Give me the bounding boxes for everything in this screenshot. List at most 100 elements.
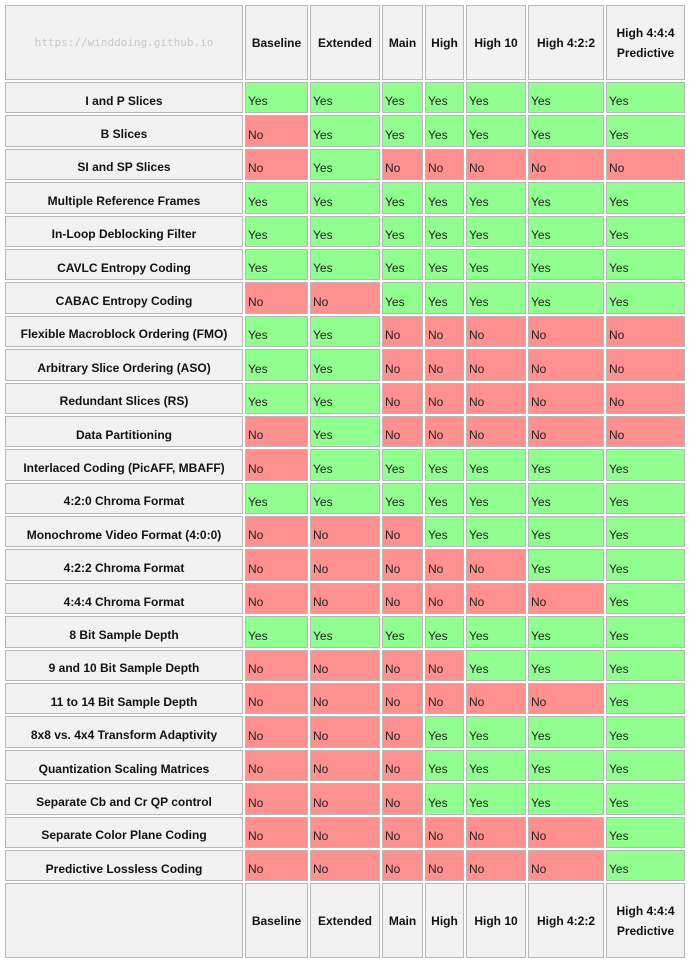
support-cell: Yes: [606, 248, 685, 281]
support-cell: No: [466, 349, 526, 381]
support-cell: Yes: [245, 182, 308, 214]
column-header: Baseline: [245, 883, 308, 959]
support-cell: Yes: [310, 382, 380, 414]
support-cell: Yes: [245, 349, 308, 381]
support-cell: Yes: [382, 616, 423, 648]
support-cell: Yes: [528, 749, 604, 782]
support-cell: Yes: [382, 282, 423, 314]
feature-label: Quantization Scaling Matrices: [5, 749, 243, 782]
feature-label: CAVLC Entropy Coding: [5, 248, 243, 281]
support-cell: Yes: [528, 449, 604, 481]
support-cell: Yes: [382, 82, 423, 114]
support-cell: Yes: [245, 616, 308, 648]
support-cell: Yes: [528, 482, 604, 515]
support-cell: Yes: [245, 382, 308, 414]
feature-label: Multiple Reference Frames: [5, 182, 243, 214]
support-cell: No: [382, 783, 423, 815]
support-cell: No: [382, 315, 423, 348]
support-cell: No: [382, 148, 423, 181]
support-cell: Yes: [528, 215, 604, 247]
support-cell: No: [310, 549, 380, 581]
support-cell: Yes: [466, 449, 526, 481]
feature-label: In-Loop Deblocking Filter: [5, 215, 243, 247]
support-cell: No: [528, 849, 604, 882]
support-cell: Yes: [606, 783, 685, 815]
support-cell: Yes: [466, 215, 526, 247]
support-cell: No: [425, 148, 464, 181]
support-cell: Yes: [606, 683, 685, 715]
support-cell: Yes: [382, 482, 423, 515]
support-cell: No: [245, 148, 308, 181]
table-row: Flexible Macroblock Ordering (FMO) Yes Yes…: [5, 315, 685, 348]
feature-label: Flexible Macroblock Ordering (FMO): [5, 315, 243, 348]
feature-label: Redundant Slices (RS): [5, 382, 243, 414]
support-cell: Yes: [606, 482, 685, 515]
table-row: 4:2:2 Chroma Format No No No No No Yes Yes: [5, 549, 685, 581]
support-cell: Yes: [425, 616, 464, 648]
support-cell: No: [245, 849, 308, 882]
table-row: Quantization Scaling Matrices No No No Yes Ye…: [5, 749, 685, 782]
column-header: Extended: [310, 883, 380, 959]
support-cell: Yes: [606, 716, 685, 748]
support-cell: No: [382, 549, 423, 581]
support-cell: Yes: [425, 749, 464, 782]
support-cell: No: [466, 582, 526, 615]
support-cell: Yes: [528, 516, 604, 548]
table-row: CABAC Entropy Coding No No Yes Yes Yes Yes Yes: [5, 282, 685, 314]
support-cell: No: [528, 382, 604, 414]
table-header: https://winddoing.github.io Baseline Exten…: [5, 5, 685, 80]
corner-cell: [5, 883, 243, 959]
column-header: Main: [382, 5, 423, 80]
support-cell: Yes: [310, 215, 380, 247]
support-cell: Yes: [606, 849, 685, 882]
column-header: High 4:4:4 Predictive: [606, 883, 685, 959]
table-row: Redundant Slices (RS) Yes Yes No No No No No: [5, 382, 685, 414]
support-cell: Yes: [466, 716, 526, 748]
support-cell: No: [382, 582, 423, 615]
support-cell: No: [245, 716, 308, 748]
support-cell: Yes: [310, 415, 380, 448]
support-cell: No: [310, 849, 380, 882]
support-cell: Yes: [528, 616, 604, 648]
support-cell: Yes: [528, 248, 604, 281]
support-cell: Yes: [466, 482, 526, 515]
support-cell: No: [606, 148, 685, 181]
column-header: Extended: [310, 5, 380, 80]
table-row: In-Loop Deblocking Filter Yes Yes Yes Yes Yes…: [5, 215, 685, 247]
support-cell: Yes: [606, 582, 685, 615]
support-cell: No: [245, 282, 308, 314]
support-cell: Yes: [425, 215, 464, 247]
support-cell: Yes: [425, 716, 464, 748]
watermark-text: https://winddoing.github.io: [34, 35, 214, 49]
support-cell: No: [606, 315, 685, 348]
support-cell: No: [245, 549, 308, 581]
support-cell: Yes: [528, 115, 604, 147]
support-cell: Yes: [466, 282, 526, 314]
support-cell: No: [466, 148, 526, 181]
table-row: 8x8 vs. 4x4 Transform Adaptivity No No No Ye…: [5, 716, 685, 748]
support-cell: Yes: [382, 115, 423, 147]
feature-label: 8 Bit Sample Depth: [5, 616, 243, 648]
support-cell: Yes: [245, 82, 308, 114]
support-cell: No: [310, 516, 380, 548]
support-cell: Yes: [606, 115, 685, 147]
support-cell: Yes: [310, 482, 380, 515]
feature-label: B Slices: [5, 115, 243, 147]
support-cell: Yes: [310, 248, 380, 281]
support-cell: No: [466, 415, 526, 448]
support-cell: Yes: [245, 215, 308, 247]
support-cell: No: [606, 349, 685, 381]
support-cell: Yes: [310, 616, 380, 648]
support-cell: No: [382, 516, 423, 548]
support-cell: Yes: [606, 215, 685, 247]
support-cell: No: [425, 382, 464, 414]
support-cell: Yes: [425, 82, 464, 114]
support-cell: No: [425, 849, 464, 882]
support-cell: No: [528, 349, 604, 381]
table-row: Data Partitioning No Yes No No No No No: [5, 415, 685, 448]
support-cell: Yes: [528, 282, 604, 314]
support-cell: Yes: [310, 449, 380, 481]
feature-label: Arbitrary Slice Ordering (ASO): [5, 349, 243, 381]
column-header: Baseline: [245, 5, 308, 80]
support-cell: Yes: [466, 749, 526, 782]
